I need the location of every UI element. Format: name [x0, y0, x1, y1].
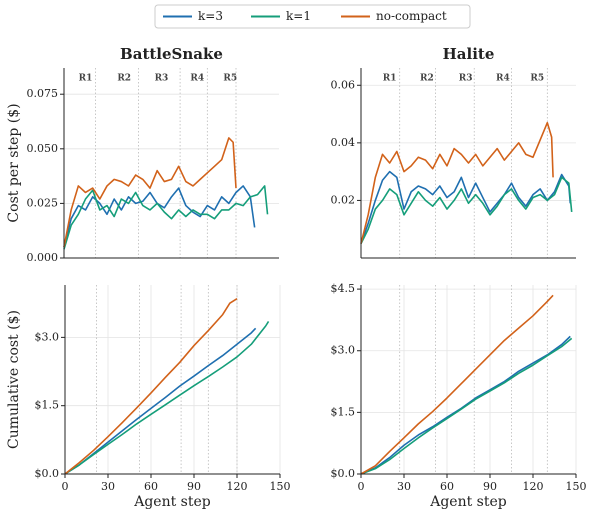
y-tick-label: $1.5: [35, 399, 60, 412]
x-axis-label: Agent step: [429, 494, 507, 510]
x-tick-label: 60: [440, 480, 454, 493]
chart-title: BattleSnake: [120, 45, 223, 63]
y-axis-label: Cumulative cost ($): [6, 310, 22, 449]
series-line: [360, 176, 573, 244]
x-tick-label: 120: [523, 480, 544, 493]
subplot: $0.0 $1.5 $3.0 0 30 60 90 120 150 Cumulative cost…: [6, 285, 291, 510]
series-line: [63, 185, 256, 248]
series-line: [360, 294, 554, 475]
subplot: 0.000 0.025 0.050 0.075 R1 R2 R3 R4 R5 BattleSnak…: [6, 45, 279, 264]
y-tick-label: 0.050: [27, 142, 59, 155]
x-tick-label: 90: [187, 480, 201, 493]
legend-label: no-compact: [376, 9, 447, 23]
series-line: [360, 121, 554, 244]
y-tick-label: 0.02: [331, 193, 356, 206]
legend-label: k=1: [286, 9, 311, 23]
round-label: R4: [190, 74, 204, 84]
y-tick-label: $4.5: [331, 282, 356, 295]
legend-label: k=3: [198, 9, 223, 23]
round-label: R5: [223, 74, 237, 84]
x-tick-label: 150: [566, 480, 587, 493]
series-line: [63, 137, 237, 248]
y-tick-label: 0.06: [331, 78, 356, 91]
y-axis-label: Cost per step ($): [6, 103, 22, 222]
x-tick-label: 30: [101, 480, 115, 493]
y-tick-label: 0.075: [27, 87, 59, 100]
round-label: R5: [530, 74, 544, 84]
chart-title: Halite: [443, 45, 495, 63]
series-line: [64, 297, 238, 475]
y-tick-label: $0.0: [331, 467, 356, 480]
x-tick-label: 0: [358, 480, 365, 493]
x-tick-label: 0: [62, 480, 69, 493]
x-tick-label: 150: [270, 480, 291, 493]
y-tick-label: 0.025: [27, 196, 59, 209]
x-tick-label: 60: [144, 480, 158, 493]
y-tick-label: $3.0: [331, 344, 356, 357]
x-tick-label: 30: [397, 480, 411, 493]
round-label: R3: [155, 74, 169, 84]
series-line: [360, 170, 572, 244]
series-line: [360, 335, 571, 475]
x-tick-label: 90: [483, 480, 497, 493]
y-tick-label: $0.0: [35, 467, 60, 480]
series-line: [64, 327, 257, 475]
series-line: [64, 321, 270, 475]
round-label: R1: [79, 74, 93, 84]
round-label: R1: [383, 74, 397, 84]
y-tick-label: 0.04: [331, 136, 356, 149]
y-tick-label: 0.000: [27, 251, 59, 264]
x-tick-label: 120: [227, 480, 248, 493]
subplot: $0.0 $1.5 $3.0 $4.5 0 30 60 90 120 150 Agent step: [331, 282, 587, 510]
subplot: 0.02 0.04 0.06 R1 R2 R3 R4 R5 Halite: [331, 45, 576, 259]
round-label: R2: [117, 74, 131, 84]
x-axis-label: Agent step: [133, 494, 211, 510]
round-label: R4: [496, 74, 510, 84]
round-label: R3: [459, 74, 473, 84]
series-line: [63, 185, 269, 250]
round-label: R2: [420, 74, 434, 84]
y-tick-label: $3.0: [35, 330, 60, 343]
legend: k=3 k=1 no-compact: [163, 9, 447, 23]
series-line: [360, 337, 573, 475]
y-tick-label: $1.5: [331, 405, 356, 418]
legend-frame: [154, 4, 471, 29]
